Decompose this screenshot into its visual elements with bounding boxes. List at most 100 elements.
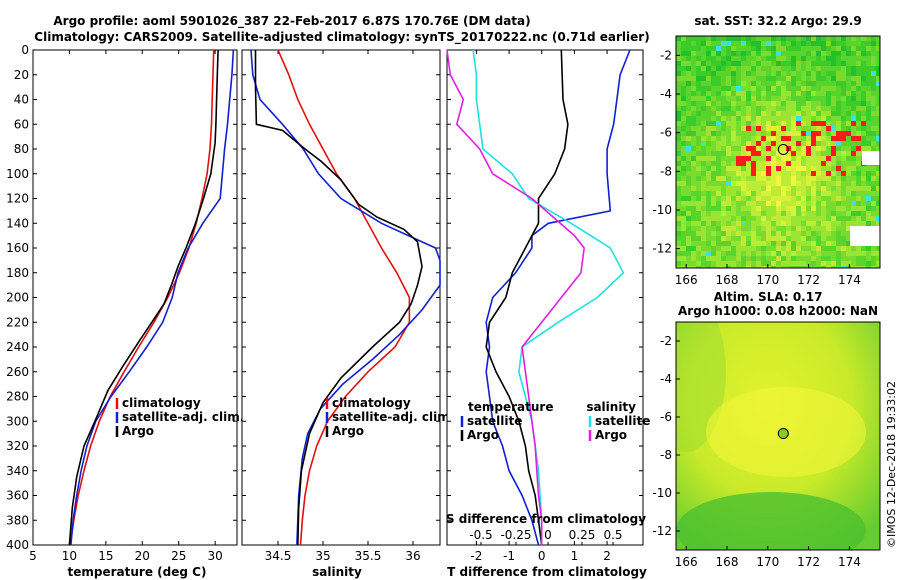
sst-cell [741, 41, 747, 47]
sst-cell [681, 41, 687, 47]
sst-cell [701, 136, 707, 142]
sst-cell [781, 126, 787, 132]
sst-cell [776, 141, 782, 147]
sst-cell [871, 251, 877, 257]
sst-cell [736, 161, 742, 167]
sst-cell [856, 61, 862, 67]
sst-cell [806, 251, 812, 257]
sst-cell [676, 56, 682, 62]
sst-cell [781, 131, 787, 137]
sst-cell [876, 216, 880, 222]
sst-cell [741, 246, 747, 252]
sst-cell [871, 196, 877, 202]
sst-cell [826, 186, 832, 192]
sst-cell [761, 41, 767, 47]
sst-cell [746, 91, 752, 97]
sst-cell [731, 51, 737, 57]
sst-cell [751, 256, 757, 262]
sst-cell [836, 136, 842, 142]
sst-cell [691, 81, 697, 87]
sst-cell [836, 201, 842, 207]
sst-cell [791, 56, 797, 62]
sst-cell [721, 221, 727, 227]
x-tick-label: 30 [208, 549, 223, 563]
sst-cell [826, 36, 832, 42]
sst-cell [696, 261, 702, 267]
sst-cell [796, 66, 802, 72]
y-tick-label: 20 [14, 68, 29, 82]
sst-cell [826, 256, 832, 262]
sst-cell [816, 201, 822, 207]
sst-cell [771, 131, 777, 137]
sst-cell [706, 201, 712, 207]
sst-cell [766, 81, 772, 87]
sst-cell [701, 176, 707, 182]
sst-cell [871, 86, 877, 92]
sst-cell [876, 211, 880, 217]
sst-cell [736, 261, 742, 267]
sst-cell [771, 101, 777, 107]
sst-cell [831, 181, 837, 187]
sst-cell [861, 71, 867, 77]
sst-cell [871, 136, 877, 142]
sst-cell [716, 131, 722, 137]
sst-cell [701, 226, 707, 232]
sst-cell [801, 216, 807, 222]
sst-cell [811, 91, 817, 97]
sst-cell [701, 81, 707, 87]
sst-cell [731, 166, 737, 172]
sst-cell [706, 191, 712, 197]
sst-cell [796, 61, 802, 67]
sst-cell [701, 191, 707, 197]
sst-cell [691, 126, 697, 132]
sst-cell [706, 241, 712, 247]
sst-cell [841, 41, 847, 47]
sst-cell [696, 151, 702, 157]
sst-cell [711, 211, 717, 217]
sst-cell [691, 211, 697, 217]
sst-cell [816, 256, 822, 262]
sst-cell [706, 96, 712, 102]
sst-cell [681, 66, 687, 72]
sst-cell [771, 251, 777, 257]
sst-cell [876, 81, 880, 87]
sst-cell [876, 256, 880, 262]
sst-cell [691, 216, 697, 222]
sst-cell [676, 86, 682, 92]
sst-cell [761, 246, 767, 252]
sst-cell [706, 46, 712, 52]
sst-cell [821, 141, 827, 147]
sst-cell [876, 61, 880, 67]
sst-cell [706, 186, 712, 192]
sst-cell [796, 126, 802, 132]
sst-cell [826, 96, 832, 102]
sst-cell [821, 51, 827, 57]
sst-cell [761, 61, 767, 67]
sst-cell [706, 81, 712, 87]
sst-cell [686, 196, 692, 202]
sst-cell [826, 76, 832, 82]
sst-cell [826, 66, 832, 72]
sst-cell [716, 256, 722, 262]
sst-cell [826, 226, 832, 232]
sst-cell [761, 121, 767, 127]
sst-cell [746, 171, 752, 177]
sst-cell [746, 246, 752, 252]
sst-cell [741, 71, 747, 77]
sst-cell [691, 226, 697, 232]
sst-cell [836, 36, 842, 42]
sst-cell [821, 191, 827, 197]
sst-cell [816, 161, 822, 167]
sst-cell [696, 131, 702, 137]
sst-cell [846, 76, 852, 82]
sst-cell [746, 81, 752, 87]
sst-cell [771, 126, 777, 132]
sst-cell [716, 116, 722, 122]
sst-cell [676, 176, 682, 182]
sst-cell [821, 101, 827, 107]
sst-cell [836, 116, 842, 122]
sst-cell [811, 161, 817, 167]
sst-cell [866, 56, 872, 62]
sst-cell [791, 96, 797, 102]
sst-cell [756, 251, 762, 257]
